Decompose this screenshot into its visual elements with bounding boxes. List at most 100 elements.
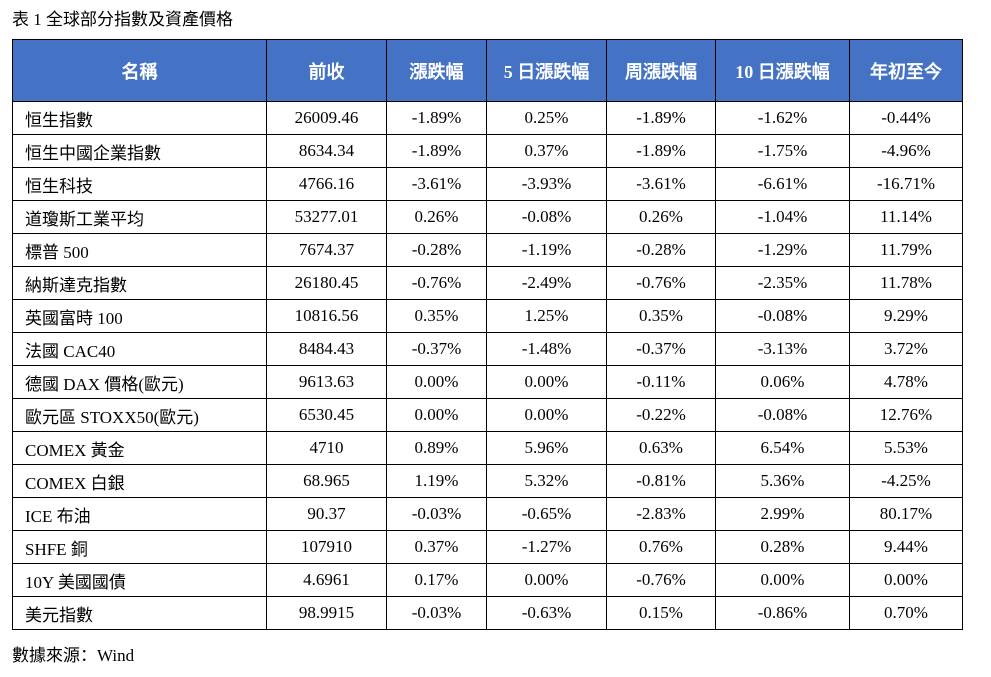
change-10d-cell: 6.54% xyxy=(715,431,850,465)
change-10d-cell: -1.29% xyxy=(715,233,850,267)
asset-name-cell: 10Y 美國國債 xyxy=(12,563,267,597)
table-row: 英國富時 100 10816.56 0.35% 1.25% 0.35% -0.0… xyxy=(12,299,963,333)
table-row: 德國 DAX 價格(歐元) 9613.63 0.00% 0.00% -0.11%… xyxy=(12,365,963,399)
change-week-cell: -3.61% xyxy=(606,167,716,201)
change-10d-cell: -1.75% xyxy=(715,134,850,168)
asset-name-cell: 道瓊斯工業平均 xyxy=(12,200,267,234)
table-row: 法國 CAC40 8484.43 -0.37% -1.48% -0.37% -3… xyxy=(12,332,963,366)
change-cell: -0.03% xyxy=(386,596,487,630)
asset-name-cell: 英國富時 100 xyxy=(12,299,267,333)
change-10d-cell: -0.08% xyxy=(715,299,850,333)
change-cell: 0.35% xyxy=(386,299,487,333)
change-week-cell: -0.22% xyxy=(606,398,716,432)
asset-name-cell: 恒生科技 xyxy=(12,167,267,201)
change-10d-cell: -2.35% xyxy=(715,266,850,300)
change-cell: -1.89% xyxy=(386,134,487,168)
ytd-cell: 0.00% xyxy=(849,563,963,597)
asset-name-cell: 納斯達克指數 xyxy=(12,266,267,300)
table-row: 道瓊斯工業平均 53277.01 0.26% -0.08% 0.26% -1.0… xyxy=(12,200,963,234)
prev-close-cell: 26180.45 xyxy=(266,266,387,300)
table-row: 恒生科技 4766.16 -3.61% -3.93% -3.61% -6.61%… xyxy=(12,167,963,201)
prev-close-cell: 4766.16 xyxy=(266,167,387,201)
change-5d-cell: 1.25% xyxy=(486,299,607,333)
change-5d-cell: 0.00% xyxy=(486,563,607,597)
change-5d-cell: -0.63% xyxy=(486,596,607,630)
asset-name-cell: SHFE 銅 xyxy=(12,530,267,564)
change-cell: 0.26% xyxy=(386,200,487,234)
change-5d-cell: 5.96% xyxy=(486,431,607,465)
change-10d-cell: 0.00% xyxy=(715,563,850,597)
ytd-cell: 11.78% xyxy=(849,266,963,300)
table-row: COMEX 白銀 68.965 1.19% 5.32% -0.81% 5.36%… xyxy=(12,464,963,498)
change-5d-cell: -1.48% xyxy=(486,332,607,366)
table-row: 標普 500 7674.37 -0.28% -1.19% -0.28% -1.2… xyxy=(12,233,963,267)
prev-close-cell: 6530.45 xyxy=(266,398,387,432)
asset-name-cell: 歐元區 STOXX50(歐元) xyxy=(12,398,267,432)
prev-close-cell: 8484.43 xyxy=(266,332,387,366)
change-week-cell: -0.37% xyxy=(606,332,716,366)
change-5d-cell: -0.08% xyxy=(486,200,607,234)
change-5d-cell: 0.37% xyxy=(486,134,607,168)
change-5d-cell: 0.00% xyxy=(486,365,607,399)
prev-close-cell: 90.37 xyxy=(266,497,387,531)
change-10d-cell: -1.62% xyxy=(715,101,850,135)
prev-close-cell: 26009.46 xyxy=(266,101,387,135)
change-week-cell: -2.83% xyxy=(606,497,716,531)
asset-name-cell: 美元指數 xyxy=(12,596,267,630)
change-week-cell: 0.35% xyxy=(606,299,716,333)
change-cell: 0.00% xyxy=(386,398,487,432)
header-10d-change: 10 日漲跌幅 xyxy=(715,39,850,102)
change-cell: -0.28% xyxy=(386,233,487,267)
table-row: 納斯達克指數 26180.45 -0.76% -2.49% -0.76% -2.… xyxy=(12,266,963,300)
ytd-cell: 4.78% xyxy=(849,365,963,399)
asset-name-cell: 標普 500 xyxy=(12,233,267,267)
prev-close-cell: 7674.37 xyxy=(266,233,387,267)
change-10d-cell: 2.99% xyxy=(715,497,850,531)
asset-name-cell: COMEX 白銀 xyxy=(12,464,267,498)
change-cell: 0.17% xyxy=(386,563,487,597)
change-5d-cell: -1.19% xyxy=(486,233,607,267)
prev-close-cell: 4.6961 xyxy=(266,563,387,597)
ytd-cell: 3.72% xyxy=(849,332,963,366)
change-10d-cell: -0.86% xyxy=(715,596,850,630)
ytd-cell: 80.17% xyxy=(849,497,963,531)
asset-name-cell: 法國 CAC40 xyxy=(12,332,267,366)
ytd-cell: -16.71% xyxy=(849,167,963,201)
change-10d-cell: -1.04% xyxy=(715,200,850,234)
change-cell: 0.89% xyxy=(386,431,487,465)
change-week-cell: -0.76% xyxy=(606,266,716,300)
change-5d-cell: 0.25% xyxy=(486,101,607,135)
change-cell: -0.03% xyxy=(386,497,487,531)
ytd-cell: 5.53% xyxy=(849,431,963,465)
change-10d-cell: -3.13% xyxy=(715,332,850,366)
change-10d-cell: 0.28% xyxy=(715,530,850,564)
change-5d-cell: 0.00% xyxy=(486,398,607,432)
change-week-cell: 0.76% xyxy=(606,530,716,564)
ytd-cell: -0.44% xyxy=(849,101,963,135)
prev-close-cell: 107910 xyxy=(266,530,387,564)
header-prev-close: 前收 xyxy=(266,39,387,102)
table-body: 恒生指數 26009.46 -1.89% 0.25% -1.89% -1.62%… xyxy=(12,101,963,630)
prev-close-cell: 68.965 xyxy=(266,464,387,498)
change-10d-cell: -6.61% xyxy=(715,167,850,201)
change-10d-cell: -0.08% xyxy=(715,398,850,432)
index-asset-price-table: 名稱 前收 漲跌幅 5 日漲跌幅 周漲跌幅 10 日漲跌幅 年初至今 恒生指數 … xyxy=(12,39,963,630)
ytd-cell: -4.25% xyxy=(849,464,963,498)
change-week-cell: -0.76% xyxy=(606,563,716,597)
change-week-cell: 0.63% xyxy=(606,431,716,465)
ytd-cell: 12.76% xyxy=(849,398,963,432)
table-row: 美元指數 98.9915 -0.03% -0.63% 0.15% -0.86% … xyxy=(12,596,963,630)
table-row: COMEX 黃金 4710 0.89% 5.96% 0.63% 6.54% 5.… xyxy=(12,431,963,465)
change-5d-cell: -0.65% xyxy=(486,497,607,531)
ytd-cell: 0.70% xyxy=(849,596,963,630)
prev-close-cell: 8634.34 xyxy=(266,134,387,168)
prev-close-cell: 98.9915 xyxy=(266,596,387,630)
table-row: 恒生中國企業指數 8634.34 -1.89% 0.37% -1.89% -1.… xyxy=(12,134,963,168)
prev-close-cell: 10816.56 xyxy=(266,299,387,333)
change-cell: -0.76% xyxy=(386,266,487,300)
change-10d-cell: 5.36% xyxy=(715,464,850,498)
change-week-cell: 0.26% xyxy=(606,200,716,234)
change-week-cell: -1.89% xyxy=(606,101,716,135)
change-10d-cell: 0.06% xyxy=(715,365,850,399)
asset-name-cell: 恒生中國企業指數 xyxy=(12,134,267,168)
